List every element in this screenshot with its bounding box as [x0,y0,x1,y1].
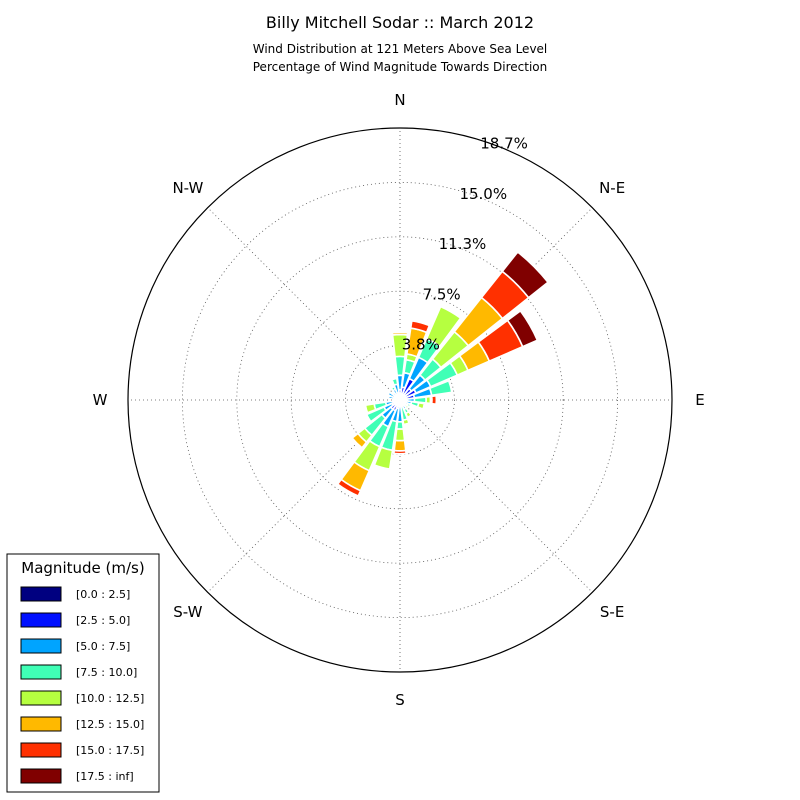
wind-bar-segment [506,309,539,348]
wind-bar-segment [391,329,409,333]
legend-label: [5.0 : 7.5] [76,640,130,653]
radial-tick-label: 11.3% [439,235,487,253]
legend-label: [10.0 : 12.5] [76,692,144,705]
chart-title: Billy Mitchell Sodar :: March 2012 [266,13,534,32]
legend: Magnitude (m/s) [0.0 : 2.5] [2.5 : 5.0] [5… [6,553,160,793]
legend-title: Magnitude (m/s) [21,559,144,577]
radial-tick-label: 18.7% [480,135,528,153]
wind-bar-segment [425,305,462,348]
direction-label-s-w: S-W [173,603,202,621]
chart-subtitle-line-1: Wind Distribution at 121 Meters Above Se… [253,42,548,56]
wind-bars [336,250,550,498]
wind-bar-segment [501,250,550,299]
wind-bar-segment [393,449,407,455]
outer-ring [127,127,673,673]
chart-subtitle-line-2: Percentage of Wind Magnitude Towards Dir… [253,60,547,74]
wind-bar-segment [409,319,431,334]
radial-tick-label: 7.5% [423,285,461,303]
legend-swatch [20,742,62,758]
grid-spoke [207,399,401,593]
wind-bar-segment [394,428,406,442]
legend-swatch [20,716,62,732]
wind-bar-segment [336,478,362,498]
legend-swatch [20,664,62,680]
direction-label-n-w: N-W [172,179,203,197]
grid-ring [236,236,564,564]
direction-label-w: W [93,391,108,409]
wind-bar-segment [430,394,438,406]
grid-ring [345,345,455,455]
wind-bar-segment [365,405,388,423]
wind-bar-segment [373,446,394,470]
legend-label: [15.0 : 17.5] [76,744,144,757]
grid-spoke [207,207,401,401]
direction-label-s: S [395,691,405,709]
direction-label-n-e: N-E [599,179,625,197]
polar-labels: N N-E E S-E S S-W W N-W 3.8% 7.5% 11.3% 15.0% 18.7% [93,91,705,709]
legend-label: [2.5 : 5.0] [76,614,130,627]
direction-label-s-e: S-E [600,603,624,621]
radial-tick-label: 15.0% [459,185,507,203]
legend-swatch [20,612,62,628]
wind-bar-segment [385,390,391,396]
wind-bar-segment [393,439,407,452]
wind-bar-segment [411,405,416,411]
legend-label: [12.5 : 15.0] [76,718,144,731]
legend-items: [0.0 : 2.5] [2.5 : 5.0] [5.0 : 7.5] [7.5 : … [20,586,144,784]
direction-label-e: E [695,391,704,409]
grid-ring [181,181,619,619]
legend-swatch [20,586,62,602]
wind-bar-segment [390,377,399,387]
wind-bar-segment [424,403,430,412]
legend-swatch [20,690,62,706]
wind-bar-segment [428,379,453,397]
legend-label: [0.0 : 2.5] [76,588,130,601]
legend-swatch [20,768,62,784]
legend-swatch [20,638,62,654]
grid-spoke [399,399,593,593]
legend-label: [7.5 : 10.0] [76,666,137,679]
wind-bar-segment [395,420,405,430]
direction-label-n: N [394,91,405,109]
wind-bar-segment [402,417,411,426]
radial-tick-label: 3.8% [402,336,440,354]
wind-bar-segment [364,402,377,414]
legend-label: [17.5 : inf] [76,770,134,783]
wind-bar-segment [351,432,368,449]
